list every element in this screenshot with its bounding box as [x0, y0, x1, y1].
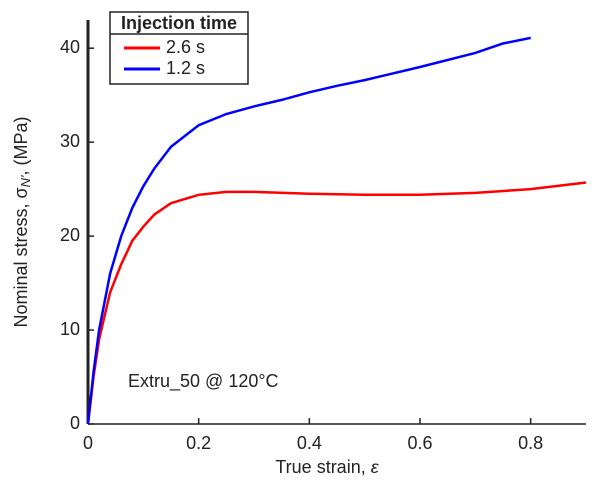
y-label-suffix: , (MPa) [11, 116, 31, 175]
y-label-text: Nominal stress, σ [11, 187, 31, 327]
annotation: Extru_50 @ 120°C [128, 371, 279, 392]
x-tick-label: 0.4 [297, 433, 322, 453]
y-tick-label: 0 [70, 413, 80, 433]
y-tick-label: 30 [60, 131, 80, 151]
x-label-text: True strain, [275, 457, 370, 477]
series-line [86, 36, 531, 425]
legend-label: 1.2 s [166, 58, 205, 78]
y-tick-label: 40 [60, 37, 80, 57]
x-tick-label: 0.8 [518, 433, 543, 453]
x-tick-label: 0.6 [407, 433, 432, 453]
y-tick-label: 20 [60, 225, 80, 245]
series-line [86, 181, 587, 425]
x-label-symbol: ε [371, 457, 380, 477]
x-axis-label: True strain, ε [275, 457, 379, 477]
y-label-sub: N' [18, 175, 33, 187]
legend-label: 2.6 s [166, 37, 205, 57]
y-tick-label: 10 [60, 319, 80, 339]
x-tick-label: 0 [83, 433, 93, 453]
x-tick-label: 0.2 [186, 433, 211, 453]
legend-title: Injection time [121, 13, 237, 33]
y-axis-label: Nominal stress, σN', (MPa) [11, 116, 34, 327]
